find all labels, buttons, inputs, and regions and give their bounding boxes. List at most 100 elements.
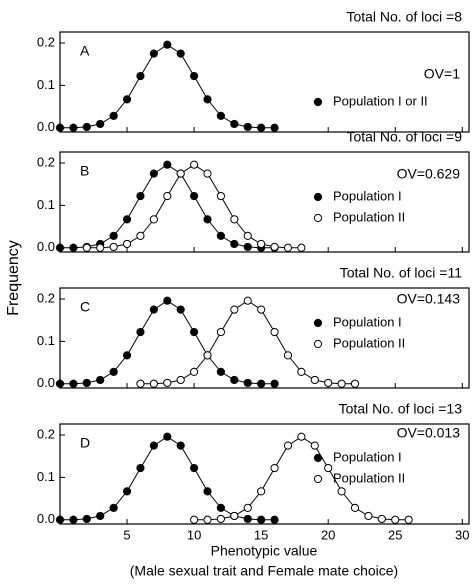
data-point — [377, 514, 386, 524]
legend-marker — [313, 97, 323, 107]
data-point — [350, 379, 360, 388]
x-axis-label: Phenotypic value — [211, 543, 318, 559]
data-point — [109, 242, 118, 252]
data-point — [404, 515, 413, 524]
data-point — [243, 122, 252, 132]
data-point — [257, 379, 266, 388]
data-point — [96, 511, 105, 521]
data-point — [122, 215, 132, 224]
total-loci: Total No. of loci =13 — [339, 401, 463, 417]
data-point — [82, 378, 91, 388]
y-tick-label: 0.0 — [37, 239, 55, 254]
data-point — [96, 375, 105, 385]
data-point — [136, 327, 145, 337]
y-tick-label: 0.1 — [37, 77, 55, 92]
y-tick-label: 0.2 — [37, 426, 55, 441]
data-point — [337, 487, 346, 496]
data-point — [69, 123, 78, 132]
panel-label: D — [80, 435, 90, 451]
data-point — [283, 441, 293, 450]
series-line — [60, 300, 275, 385]
data-point — [243, 378, 252, 388]
plot-frame — [59, 151, 470, 253]
plot-frame — [59, 287, 470, 389]
data-point — [189, 191, 199, 201]
data-point — [163, 296, 172, 305]
ov-label: OV=0.013 — [397, 425, 461, 441]
data-point — [350, 503, 360, 512]
data-point — [55, 243, 65, 252]
data-point — [189, 160, 199, 169]
data-point — [82, 514, 91, 524]
legend-marker — [313, 339, 323, 349]
data-point — [270, 463, 279, 473]
y-axis-label: Frequency — [5, 240, 22, 316]
data-point — [203, 169, 212, 178]
panel-label: B — [80, 163, 89, 179]
data-point — [230, 215, 239, 224]
legend-label: Population I — [333, 188, 402, 203]
plot-frame — [59, 423, 470, 525]
data-point — [216, 327, 226, 337]
data-point — [163, 40, 172, 49]
data-point — [69, 379, 78, 388]
data-point — [122, 351, 132, 360]
x-tick-label: 30 — [455, 527, 469, 542]
y-tick-label: 0.2 — [37, 34, 55, 49]
data-point — [324, 463, 333, 473]
y-tick-label: 0.1 — [37, 197, 55, 212]
legend-marker — [313, 213, 323, 223]
total-loci: Total No. of loci =8 — [346, 9, 462, 25]
data-point — [297, 432, 306, 441]
y-tick-label: 0.0 — [37, 511, 55, 526]
x-tick-label: 10 — [187, 527, 201, 542]
data-point — [136, 71, 145, 81]
data-point — [69, 243, 78, 252]
legend-label: Population II — [333, 335, 405, 350]
data-point — [297, 243, 306, 252]
data-point — [257, 515, 266, 524]
data-point — [149, 379, 158, 388]
data-point — [243, 242, 252, 252]
y-tick-label: 0.1 — [37, 333, 55, 348]
legend-marker — [313, 318, 323, 328]
data-point — [122, 487, 132, 496]
data-point — [109, 367, 118, 376]
y-tick-label: 0.2 — [37, 154, 55, 169]
series-line — [60, 436, 275, 521]
data-point — [176, 305, 185, 314]
data-point — [109, 503, 118, 512]
data-point — [283, 351, 293, 360]
panel-label: C — [80, 299, 90, 315]
data-point — [149, 215, 158, 224]
data-point — [176, 441, 185, 450]
data-point — [189, 327, 199, 337]
panel-label: A — [80, 43, 90, 59]
data-point — [243, 514, 252, 524]
data-point — [122, 95, 132, 104]
data-point — [163, 432, 172, 441]
data-point — [257, 487, 266, 496]
data-point — [310, 441, 319, 450]
data-point — [96, 243, 105, 252]
data-point — [163, 378, 172, 388]
legend-label: Population II — [333, 209, 405, 224]
legend-label: Population I or II — [333, 93, 428, 108]
data-point — [149, 441, 158, 450]
data-point — [230, 119, 239, 129]
data-point — [163, 160, 172, 169]
legend-label: Population I — [333, 449, 402, 464]
legend-marker — [313, 192, 323, 202]
data-point — [96, 119, 105, 129]
series-line — [140, 300, 355, 385]
data-point — [270, 327, 279, 337]
data-point — [189, 71, 199, 81]
legend-label: Population II — [333, 470, 405, 485]
y-tick-label: 0.1 — [37, 469, 55, 484]
data-point — [203, 215, 212, 224]
data-point — [270, 515, 279, 524]
series-line — [60, 164, 275, 249]
data-point — [203, 351, 212, 360]
x-tick-label: 25 — [388, 527, 402, 542]
data-point — [203, 95, 212, 104]
